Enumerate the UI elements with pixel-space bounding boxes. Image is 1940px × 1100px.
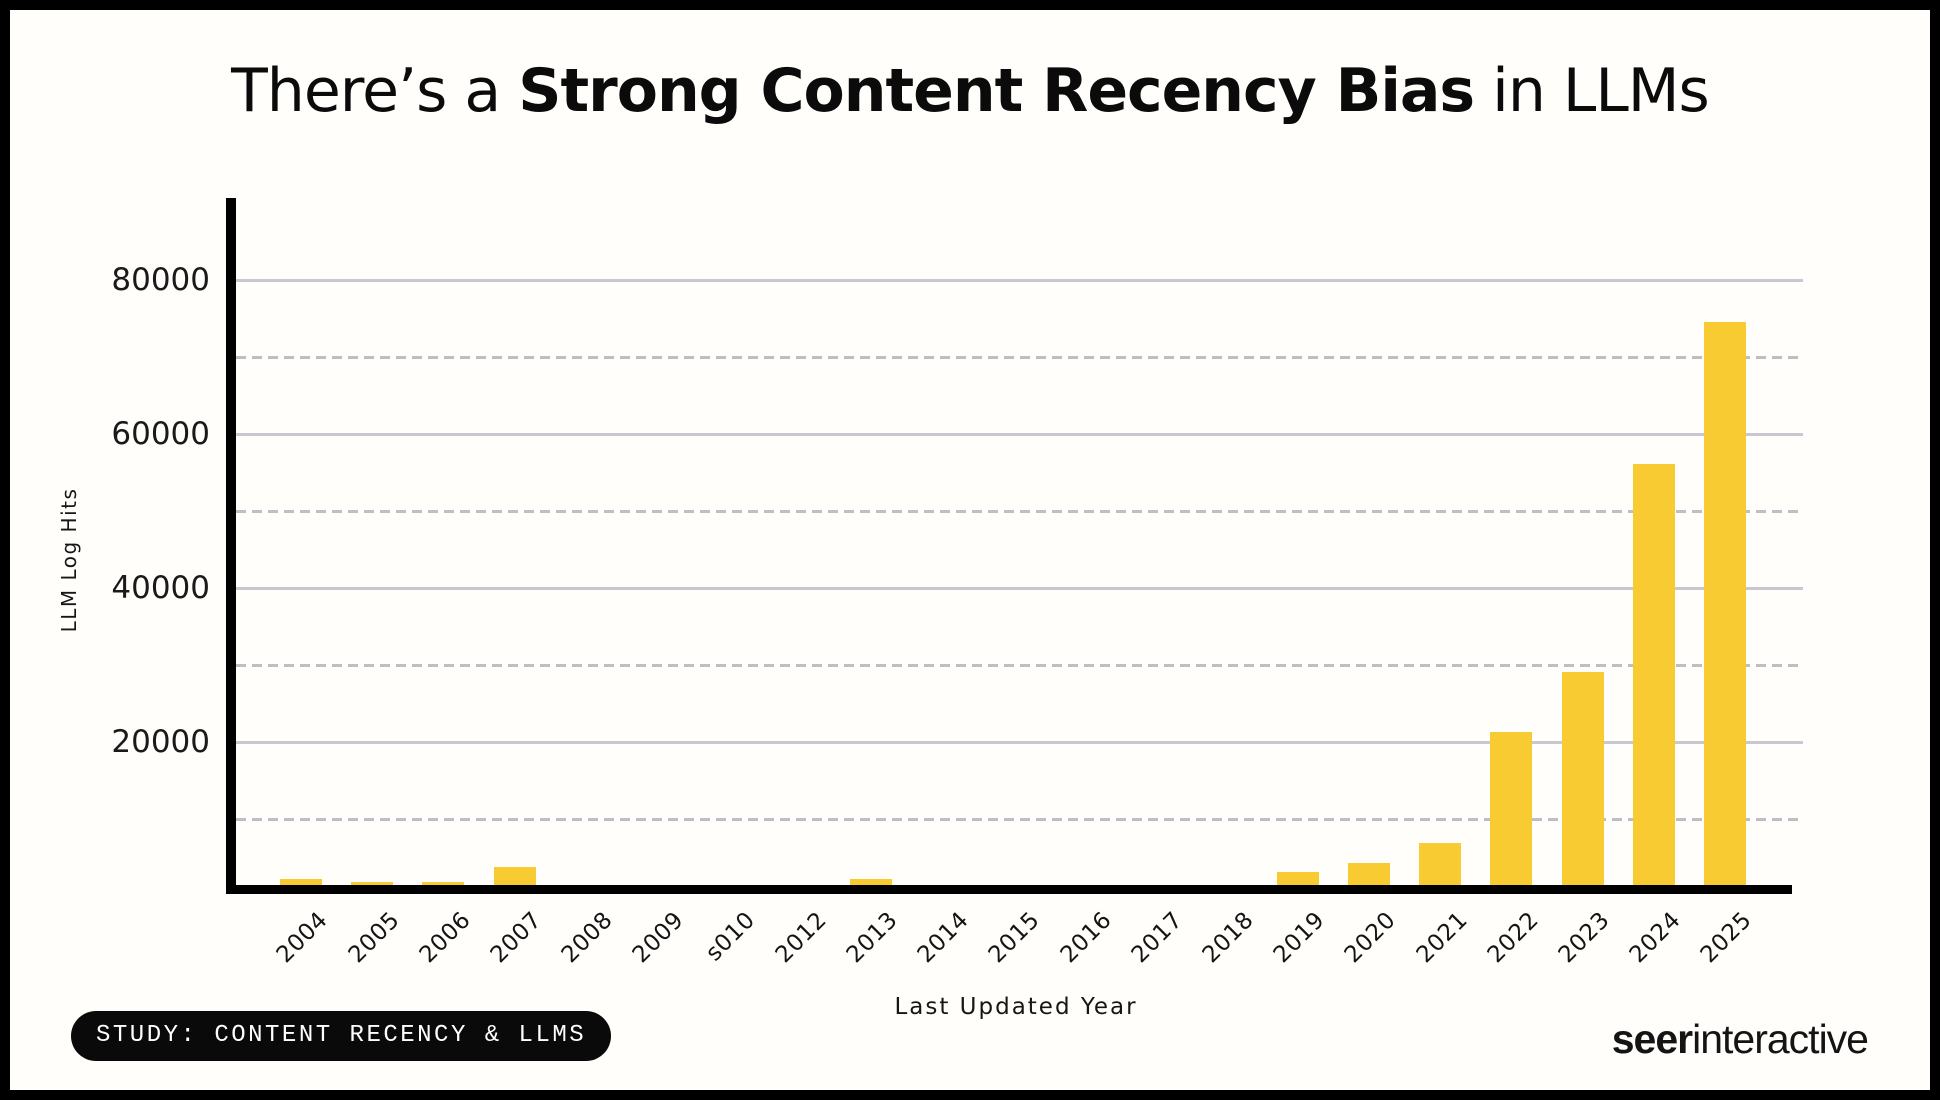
bar-2025 xyxy=(1704,322,1746,894)
title-prefix: There’s a xyxy=(231,56,519,126)
x-tick-label: 2025 xyxy=(1579,907,1757,968)
x-axis-title: Last Updated Year xyxy=(894,994,1138,1020)
logo-seer: seer xyxy=(1611,1016,1693,1062)
title-highlight: Strong Content Recency Bias xyxy=(518,56,1475,126)
y-axis-title: LLM Log Hits xyxy=(57,487,81,633)
bar-2022 xyxy=(1490,732,1533,894)
y-tick-label: 80000 xyxy=(111,262,210,298)
y-tick-label: 40000 xyxy=(111,570,210,606)
bar-2024 xyxy=(1632,464,1675,894)
y-axis-line xyxy=(226,198,236,894)
gridline-solid xyxy=(236,432,1803,436)
seer-interactive-logo: seerinteractive xyxy=(1611,1016,1869,1063)
chart-title: There’s a Strong Content Recency Bias in… xyxy=(10,54,1930,128)
x-axis-line xyxy=(226,885,1792,894)
gridline-dashed xyxy=(236,355,1803,359)
logo-interactive: interactive xyxy=(1692,1016,1869,1062)
title-suffix: in LLMs xyxy=(1474,56,1710,126)
gridline-solid xyxy=(236,586,1803,590)
x-tick-text: 2025 xyxy=(1696,907,1758,969)
gridline-dashed xyxy=(236,663,1803,667)
y-tick-label: 60000 xyxy=(111,416,210,452)
study-badge: STUDY: CONTENT RECENCY & LLMS xyxy=(71,1011,612,1061)
bar-2023 xyxy=(1561,672,1604,894)
gridline-solid xyxy=(236,278,1803,282)
gridline-dashed xyxy=(236,509,1803,513)
gridline-dashed xyxy=(236,817,1803,821)
gridline-solid xyxy=(236,740,1803,744)
y-tick-label: 20000 xyxy=(111,724,210,760)
